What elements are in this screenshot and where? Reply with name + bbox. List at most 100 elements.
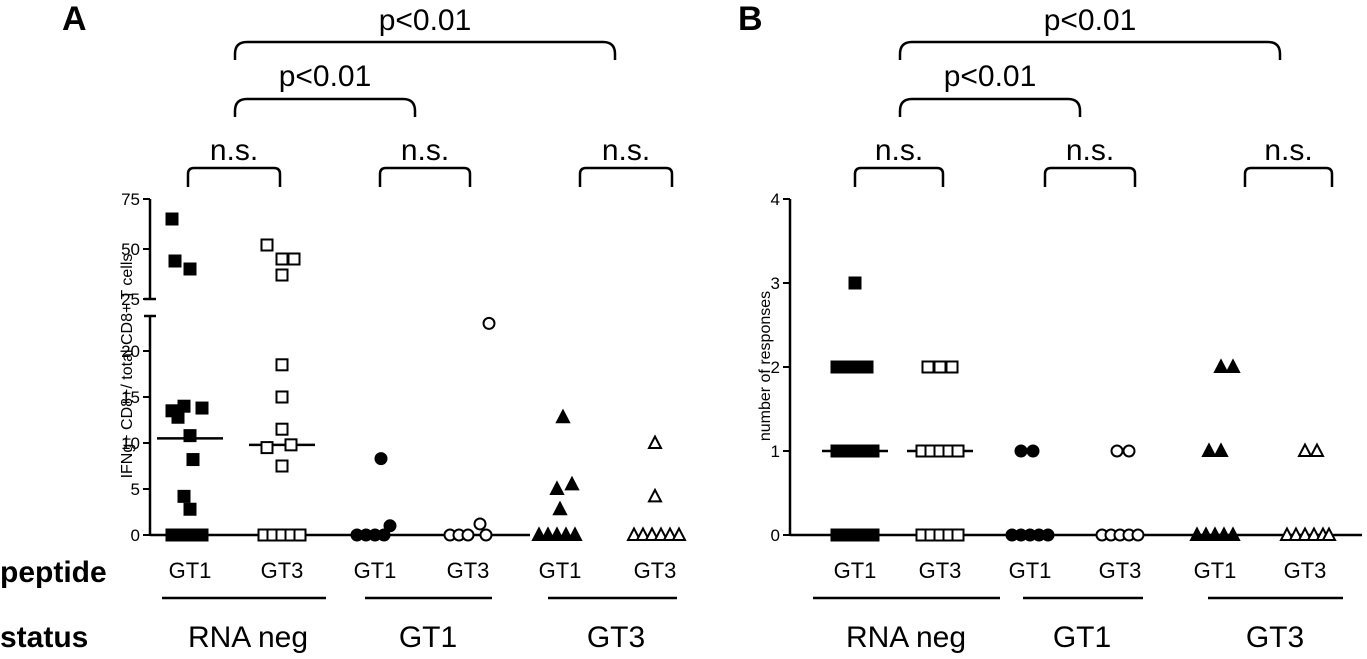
y-tick-label: 75: [121, 190, 140, 209]
p-outer-label: p<0.01: [1044, 4, 1137, 37]
data-point: [644, 526, 660, 541]
data-point: [951, 528, 965, 542]
p-outer-bracket: [233, 40, 617, 60]
data-point: [552, 500, 568, 516]
data-point: [377, 528, 391, 542]
ns-label: n.s.: [401, 134, 449, 167]
data-group-rna-neg-gt1: [822, 276, 888, 542]
panel-b-y-axis-title: number of responses: [757, 291, 774, 441]
data-point: [183, 502, 197, 516]
data-group-rna-neg-gt1: [157, 212, 223, 542]
data-group-gt1-gt3: [443, 316, 496, 542]
p-inner-bracket: [233, 97, 417, 117]
data-point: [195, 528, 209, 542]
panel-b-plot: 0 1 2 3 4 GT1 GT3 GT1 GT3 GT1 GT3 RNA neg GT1 GT3 n.s.…: [771, 4, 1362, 654]
data-point: [1122, 444, 1136, 458]
data-point: [374, 452, 388, 466]
data-group-rna-neg-gt3: [249, 238, 315, 542]
data-point: [177, 489, 191, 503]
ns-label: n.s.: [1264, 134, 1312, 167]
y-tick-label: 15: [121, 388, 140, 407]
data-group-gt3-gt1: [1189, 358, 1241, 541]
data-point: [671, 526, 687, 541]
data-group-gt3-gt3: [626, 434, 687, 541]
x-category-label: GT1: [169, 558, 212, 583]
data-point: [1026, 444, 1040, 458]
y-tick-label: 4: [771, 190, 780, 209]
y-tick-label: 2: [771, 358, 780, 377]
ns-label: n.s.: [1066, 134, 1114, 167]
data-point: [1216, 526, 1232, 541]
data-point: [1297, 526, 1313, 541]
data-point: [555, 408, 571, 424]
y-tick-label: 10: [121, 434, 140, 453]
data-point: [830, 360, 844, 374]
data-group-rna-neg-gt3: [907, 360, 973, 542]
data-point: [183, 429, 197, 443]
data-group-gt1-gt1: [1005, 444, 1055, 542]
y-tick-label: 0: [771, 526, 780, 545]
y-tick-label: 50: [121, 240, 140, 259]
data-point: [866, 528, 880, 542]
status-group-label: GT1: [399, 621, 457, 654]
data-point: [186, 453, 200, 467]
data-point: [531, 526, 547, 541]
status-group-label: GT3: [1246, 621, 1304, 654]
data-point: [293, 528, 307, 542]
data-point: [540, 526, 556, 541]
data-point: [195, 401, 209, 415]
data-point: [1309, 442, 1325, 457]
y-tick-label: 20: [121, 342, 140, 361]
status-group-label: GT1: [1053, 621, 1111, 654]
data-point: [1225, 358, 1241, 373]
x-category-label: GT1: [354, 558, 397, 583]
data-point: [549, 526, 565, 541]
ns-bracket: [1043, 166, 1137, 187]
data-point: [848, 276, 862, 290]
panel-a-plot: 0 5 10 15 20 25 50 75 GT1 GT3 GT1 GT3 GT1 GT3 RNA neg G…: [121, 4, 687, 654]
data-group-gt1-gt1: [350, 452, 397, 542]
data-point: [567, 526, 583, 541]
x-category-label: GT1: [539, 558, 582, 583]
x-category-label: GT3: [1099, 558, 1142, 583]
data-point: [260, 441, 274, 455]
data-point: [1297, 442, 1313, 457]
data-point: [951, 444, 965, 458]
data-point: [1213, 358, 1229, 373]
data-point: [558, 526, 574, 541]
data-point: [626, 526, 642, 541]
status-group-label: RNA neg: [846, 621, 966, 654]
panel-b-letter: B: [738, 0, 763, 38]
data-group-gt3-gt1: [531, 408, 583, 541]
data-point: [921, 360, 935, 374]
data-point: [635, 526, 651, 541]
status-group-label: GT3: [587, 621, 645, 654]
data-point: [1213, 442, 1229, 457]
data-point: [479, 528, 493, 542]
data-point: [1110, 444, 1124, 458]
y-tick-label: 3: [771, 274, 780, 293]
p-inner-label: p<0.01: [944, 60, 1037, 93]
ns-bracket: [578, 166, 674, 187]
data-point: [860, 360, 874, 374]
data-point: [1306, 526, 1322, 541]
data-point: [165, 212, 179, 226]
ns-label: n.s.: [602, 134, 650, 167]
data-point: [275, 390, 289, 404]
data-point: [647, 487, 663, 503]
data-group-gt3-gt3: [1279, 442, 1337, 541]
data-point: [945, 360, 959, 374]
x-category-label: GT3: [261, 558, 304, 583]
y-tick-label: 1: [771, 442, 780, 461]
data-point: [662, 526, 678, 541]
data-point: [1288, 526, 1304, 541]
x-category-label: GT3: [919, 558, 962, 583]
data-point: [866, 444, 880, 458]
data-point: [549, 480, 565, 495]
data-point: [383, 519, 397, 533]
data-point: [275, 422, 289, 436]
data-point: [171, 410, 185, 424]
data-point: [564, 475, 580, 491]
p-inner-label: p<0.01: [279, 60, 372, 93]
